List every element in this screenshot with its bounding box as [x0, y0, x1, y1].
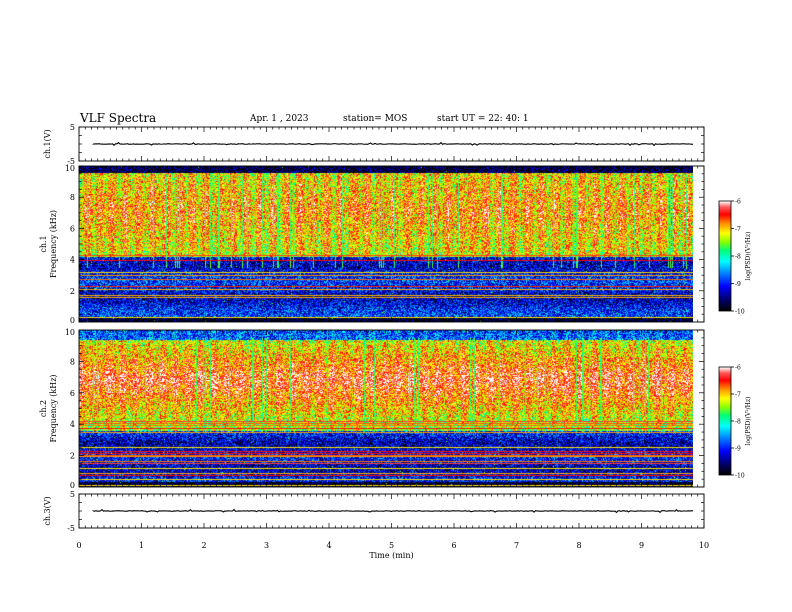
station-label: station= MOS [343, 114, 408, 124]
figure-title: VLF Spectra [80, 111, 157, 125]
x-tick-label: 2 [201, 541, 206, 550]
ch1-voltage-trace [92, 141, 694, 147]
y-tick-label: 2 [70, 452, 75, 461]
x-tick-label: 9 [639, 541, 644, 550]
x-tick-label: 4 [326, 541, 331, 550]
y-tick-label: 5 [70, 490, 75, 499]
x-tick-label: 3 [264, 541, 269, 550]
ch3-voltage-axes: 5 -5 ch.3(V) 0 1 2 3 4 5 6 7 8 9 10 Time (min) [43, 490, 709, 560]
y-tick-label: 6 [70, 224, 75, 233]
colorbar-gradient [719, 201, 731, 311]
ch2-spectrogram-colorbar: -6 -7 -8 -9 -10 log(PSD)(V²/Hz) [718, 365, 752, 480]
colorbar-tick-label: -7 [735, 392, 741, 399]
y-tick-label: 0 [70, 481, 75, 490]
y-axis-label: ch.1(V) [43, 129, 52, 158]
colorbar-tick-label: -7 [735, 226, 741, 233]
x-tick-label: 0 [76, 541, 81, 550]
y-tick-label: 10 [65, 328, 75, 337]
ch3-voltage-trace [92, 508, 694, 514]
y-tick-label: 4 [70, 420, 75, 429]
x-tick-label: 6 [451, 541, 456, 550]
y-axis-channel-label: ch.2 [39, 400, 48, 417]
x-tick-label: 1 [139, 541, 144, 550]
ch1-spectrogram-image [79, 166, 693, 322]
colorbar-tick-label: -6 [735, 199, 741, 206]
y-tick-label: 8 [70, 193, 75, 202]
y-axis-label: Frequency (kHz) [49, 210, 58, 278]
y-axis-label: Frequency (kHz) [49, 374, 58, 442]
y-tick-label: 6 [70, 389, 75, 398]
ch2-spectrogram-image [79, 330, 693, 487]
y-tick-label: 0 [70, 316, 75, 325]
y-axis-channel-label: ch.1 [39, 235, 48, 252]
ch1-spectrogram-colorbar: -6 -7 -8 -9 -10 log(PSD)(V²/Hz) [718, 199, 752, 316]
start-time-label: start UT = 22: 40: 1 [437, 114, 529, 124]
colorbar-gradient [719, 367, 731, 475]
date-label: Apr. 1 , 2023 [250, 114, 309, 124]
y-tick-label: -5 [67, 524, 75, 533]
x-tick-label: 10 [699, 541, 709, 550]
x-tick-label: 8 [576, 541, 581, 550]
y-tick-label: 2 [70, 287, 75, 296]
ch2-spectrogram-axes: 0 2 4 6 8 10 ch.2 Frequency (kHz) [39, 328, 705, 490]
colorbar-tick-label: -8 [735, 419, 741, 426]
colorbar-tick-label: -9 [735, 446, 741, 453]
x-axis-label: Time (min) [369, 551, 413, 560]
ch1-spectrogram-axes: 0 2 4 6 8 10 ch.1 Frequency (kHz) [39, 164, 705, 325]
y-tick-label: 10 [65, 164, 75, 173]
colorbar-tick-label: -10 [735, 473, 745, 480]
y-tick-label: 8 [70, 357, 75, 366]
y-axis-label: ch.3(V) [43, 496, 52, 525]
colorbar-label: log(PSD)(V²/Hz) [745, 232, 752, 281]
colorbar-tick-label: -10 [735, 309, 745, 316]
y-tick-label: 4 [70, 256, 75, 265]
y-tick-label: 5 [70, 123, 75, 132]
colorbar-tick-label: -9 [735, 281, 741, 288]
colorbar-tick-label: -8 [735, 254, 741, 261]
x-tick-label: 7 [514, 541, 519, 550]
x-tick-label: 5 [389, 541, 394, 550]
ch1-voltage-axes: 5 -5 ch.1(V) [43, 123, 705, 166]
y-tick-label: -5 [67, 157, 75, 166]
colorbar-label: log(PSD)(V²/Hz) [745, 397, 752, 446]
colorbar-tick-label: -6 [735, 365, 741, 372]
